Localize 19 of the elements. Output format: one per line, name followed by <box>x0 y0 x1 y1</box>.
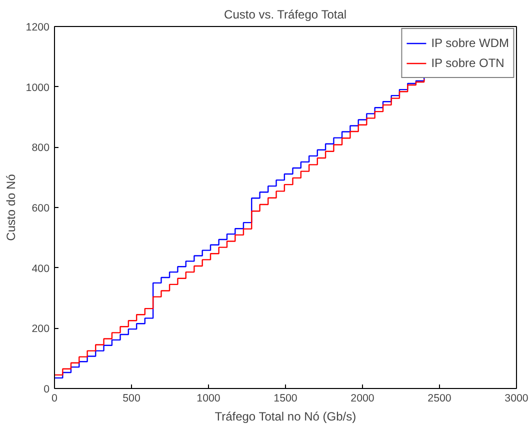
legend-label: IP sobre OTN <box>431 56 504 70</box>
x-tick-label: 3000 <box>504 392 528 404</box>
y-tick-label: 200 <box>32 323 50 336</box>
x-tick-label: 2000 <box>350 392 374 404</box>
y-axis-title: Custo do Nó <box>4 174 18 241</box>
y-tick-label: 400 <box>32 262 50 275</box>
x-tick-label: 1000 <box>196 392 220 404</box>
y-tick-label: 600 <box>32 202 50 214</box>
x-axis-title: Tráfego Total no Nó (Gb/s) <box>214 410 356 424</box>
y-tick-label: 0 <box>44 384 50 396</box>
x-tick-label: 1500 <box>274 392 298 404</box>
chart-title: Custo vs. Tráfego Total <box>224 8 347 22</box>
x-tick-label: 0 <box>52 392 58 404</box>
x-tick-label: 2500 <box>428 392 452 404</box>
legend-label: IP sobre WDM <box>431 36 509 50</box>
y-tick-label: 1000 <box>26 82 50 94</box>
x-tick-label: 500 <box>122 392 140 404</box>
y-tick-label: 800 <box>32 142 50 154</box>
y-tick-label: 1200 <box>26 22 50 34</box>
